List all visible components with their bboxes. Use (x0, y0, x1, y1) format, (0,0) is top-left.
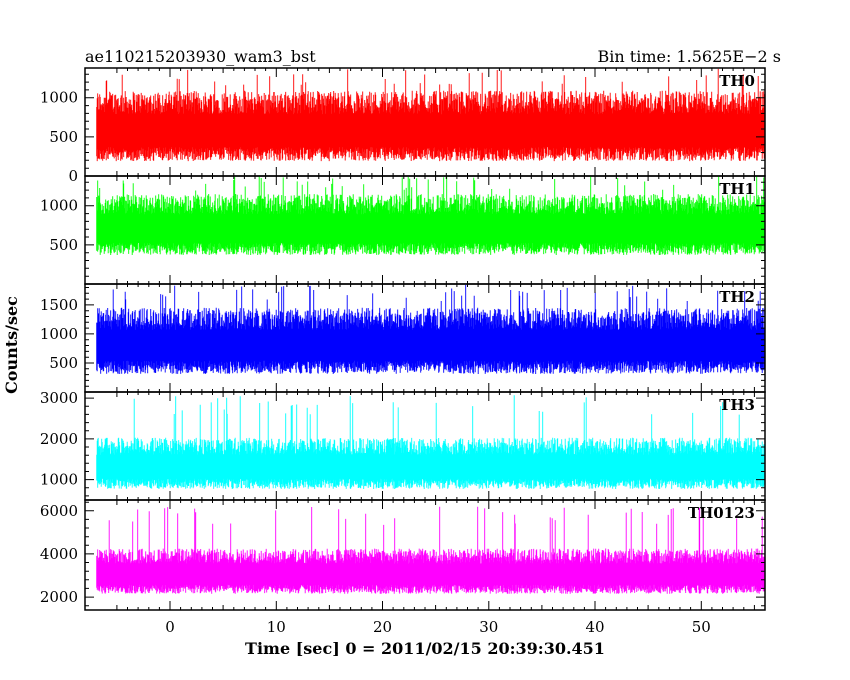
x-tick-label: 30 (479, 618, 498, 636)
chart-title-left: ae110215203930_wam3_bst (85, 47, 316, 66)
panel-th2: 500 1000 1500 TH2 (40, 283, 766, 393)
y-tick-label: 1000 (40, 325, 78, 343)
y-tick-label: 1000 (40, 197, 78, 215)
series-label-th1: TH1 (719, 180, 755, 198)
y-tick-label: 2000 (40, 588, 78, 606)
axis-ticks (85, 392, 765, 500)
x-tick-label: 10 (267, 618, 286, 636)
y-tick-label: 500 (49, 128, 78, 146)
series-label-th3: TH3 (719, 396, 755, 414)
y-tick-label: 1000 (40, 89, 78, 107)
axis-ticks (85, 176, 765, 285)
y-tick-label: 6000 (40, 502, 78, 520)
series-trace-th2 (96, 284, 766, 374)
panel-th3: 1000 2000 3000 TH3 (40, 389, 766, 501)
x-axis-title: Time [sec] 0 = 2011/02/15 20:39:30.451 (245, 639, 605, 658)
series-label-th2: TH2 (719, 288, 755, 306)
x-tick-label: 20 (373, 618, 392, 636)
panel-th0: 0 500 1000 TH0 (40, 67, 766, 185)
x-tick-label: 40 (585, 618, 604, 636)
y-tick-label: 2000 (40, 430, 78, 448)
series-trace-th0 (96, 68, 766, 162)
y-tick-label: 500 (49, 354, 78, 372)
y-tick-label: 1500 (40, 296, 78, 314)
y-tick-label: 0 (68, 167, 78, 185)
series-trace-th1 (96, 176, 766, 255)
x-tick-label: 50 (692, 618, 711, 636)
axis-ticks (85, 284, 765, 393)
series-trace-th0123 (96, 506, 766, 594)
y-tick-label: 4000 (40, 545, 78, 563)
y-tick-label: 1000 (40, 471, 78, 489)
axis-ticks (85, 68, 765, 177)
panels: 0 500 1000 TH0 500 1000 TH1 500 1000 1500 TH2 1000 2… (40, 67, 766, 611)
series-label-th0123: TH0123 (688, 504, 755, 522)
series-trace-th3 (96, 395, 766, 489)
chart-title-right: Bin time: 1.5625E−2 s (598, 47, 781, 66)
panel-th0123: 2000 4000 6000 TH0123 (40, 499, 766, 611)
y-tick-label: 500 (49, 236, 78, 254)
panel-th1: 500 1000 TH1 (40, 175, 766, 285)
series-label-th0: TH0 (719, 72, 755, 90)
axis-ticks (85, 500, 765, 610)
y-tick-label: 3000 (40, 389, 78, 407)
y-axis-title: Counts/sec (2, 296, 21, 394)
x-axis: 0 10 20 30 40 50 (165, 618, 711, 636)
x-tick-label: 0 (165, 618, 175, 636)
